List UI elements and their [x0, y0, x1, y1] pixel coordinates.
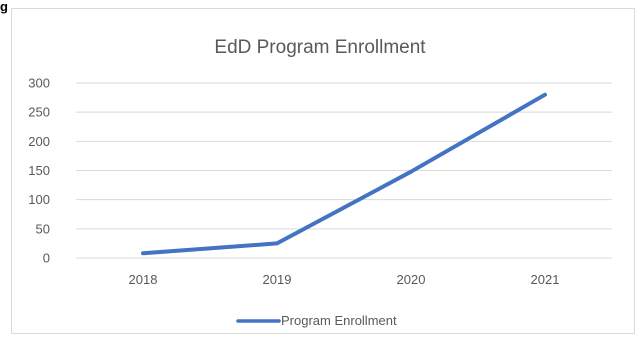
- y-tick-label: 0: [43, 251, 50, 266]
- x-tick-label: 2018: [129, 272, 158, 287]
- series-layer: [141, 92, 547, 256]
- y-tick-label: 50: [36, 221, 50, 236]
- series-line-program-enrollment: [141, 92, 547, 256]
- x-axis-tick-labels: 2018 2019 2020 2021: [129, 272, 560, 287]
- y-tick-label: 250: [28, 105, 50, 120]
- gridlines: [76, 82, 612, 259]
- legend-label-program-enrollment: Program Enrollment: [281, 313, 397, 328]
- page-label: g: [0, 0, 8, 14]
- chart-title: EdD Program Enrollment: [214, 37, 426, 58]
- y-tick-label: 100: [28, 192, 50, 207]
- x-tick-label: 2020: [397, 272, 426, 287]
- y-tick-label: 150: [28, 163, 50, 178]
- x-tick-label: 2019: [263, 272, 292, 287]
- y-tick-label: 300: [28, 76, 50, 91]
- y-axis-tick-labels: 0 50 100 150 200 250 300: [28, 76, 50, 266]
- y-tick-label: 200: [28, 134, 50, 149]
- x-tick-label: 2021: [531, 272, 560, 287]
- legend: Program Enrollment: [236, 313, 397, 328]
